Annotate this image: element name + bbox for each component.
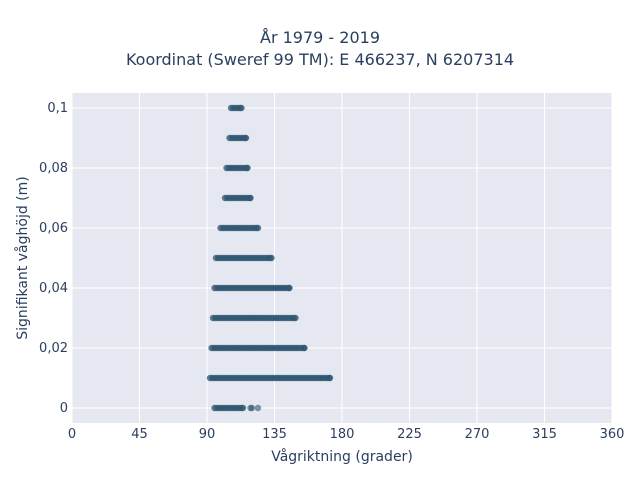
x-tick-label: 45 — [131, 427, 148, 442]
data-point — [286, 284, 293, 292]
data-point — [301, 344, 308, 352]
chart-subtitle: Koordinat (Sweref 99 TM): E 466237, N 62… — [125, 50, 515, 69]
grid — [71, 93, 613, 423]
x-tick-label: 360 — [600, 427, 625, 442]
data-point — [254, 224, 262, 232]
data-point — [242, 134, 250, 142]
x-tick-label: 135 — [262, 427, 287, 442]
x-tick-label: 180 — [330, 427, 355, 442]
x-axis-title: Vågriktning (grader) — [271, 448, 413, 465]
y-axis-title: Signifikant våghöjd (m) — [14, 176, 31, 339]
y-tick-label: 0,06 — [39, 221, 68, 236]
data-point — [268, 254, 275, 262]
tick-labels: 0 45 90 135 180 225 270 315 360 0 0,02 0,04 0,06 0,08… — [39, 101, 624, 442]
y-tick-label: 0,02 — [39, 341, 68, 356]
chart-title: År 1979 - 2019 — [260, 28, 380, 47]
data-point — [292, 314, 299, 322]
y-tick-label: 0 — [60, 401, 68, 416]
x-tick-label: 0 — [68, 427, 76, 442]
y-tick-label: 0,08 — [39, 161, 68, 176]
x-tick-label: 90 — [199, 427, 216, 442]
data-point — [244, 164, 251, 172]
data-point — [239, 404, 247, 412]
y-tick-label: 0,1 — [47, 101, 68, 116]
data-point — [248, 404, 256, 412]
data-point — [238, 104, 245, 112]
data-point — [247, 194, 254, 202]
data-points — [206, 104, 334, 412]
x-tick-label: 225 — [397, 427, 422, 442]
x-tick-label: 270 — [465, 427, 490, 442]
data-point — [326, 374, 334, 382]
data-point — [254, 404, 262, 412]
y-tick-label: 0,04 — [39, 281, 68, 296]
x-tick-label: 315 — [532, 427, 557, 442]
